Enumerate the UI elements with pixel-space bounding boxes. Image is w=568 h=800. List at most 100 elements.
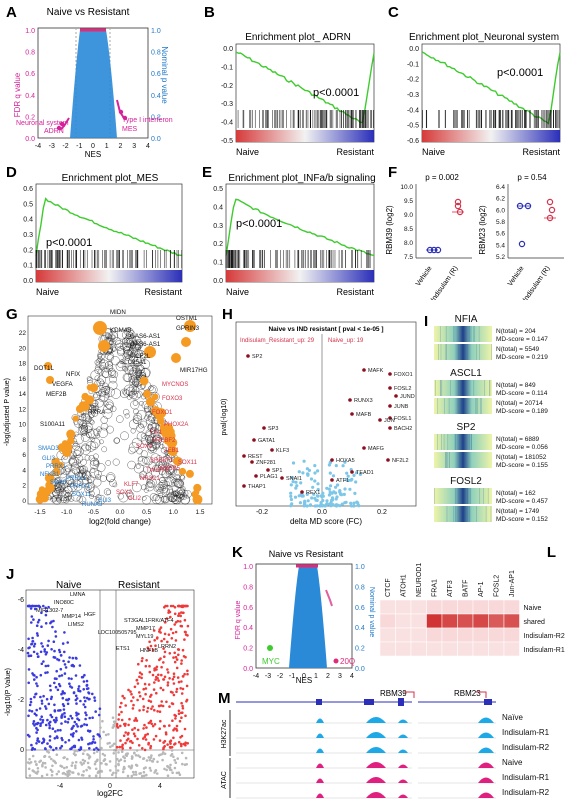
k-left-tick: 0.8	[243, 584, 253, 591]
m-peak-rbm39	[366, 762, 386, 768]
g-label-black: MEF2B	[46, 391, 67, 398]
g-cloud-point	[89, 494, 94, 499]
g-cloud-point	[89, 405, 97, 412]
j-label-left: MIR1302-7	[36, 608, 63, 614]
j-point	[165, 700, 168, 704]
j-point	[147, 756, 151, 759]
panel-d-enrichment-curve	[35, 197, 183, 257]
g-cloud-point	[76, 479, 84, 486]
g-cloud-point	[133, 408, 139, 415]
j-point	[148, 766, 152, 770]
j-point	[162, 637, 166, 641]
j-point	[52, 619, 55, 623]
j-point	[42, 660, 45, 663]
j-point	[33, 674, 36, 677]
h-tf-point	[350, 470, 354, 474]
l-heat-cell	[395, 599, 412, 615]
g-cloud-point	[100, 416, 108, 424]
g-cloud-point	[166, 465, 172, 471]
h-tf-label: MAFB	[356, 412, 372, 418]
j-point	[172, 656, 175, 659]
panel-j-frame	[25, 589, 195, 779]
h-bg-point	[309, 477, 314, 481]
panel-e-y-ticks: 0.50.40.30.20.10.0	[213, 186, 223, 285]
j-point	[180, 692, 184, 695]
j-point	[63, 672, 67, 675]
g-label-black: MIR17HG	[180, 367, 208, 374]
panel-m-gene1-exon3	[398, 698, 404, 706]
j-point	[133, 719, 136, 722]
l-col-label: FRA1	[432, 579, 439, 597]
h-tf-point	[388, 416, 392, 420]
j-point	[175, 690, 178, 693]
j-point	[63, 766, 66, 770]
panel-j-y-ticks: -6-4-20	[18, 597, 24, 754]
j-point	[169, 763, 172, 767]
j-point	[175, 666, 179, 670]
g-label-black: RXRA	[88, 409, 106, 416]
j-point	[136, 737, 139, 741]
g-cloud-point	[61, 466, 71, 476]
j-point	[173, 766, 177, 770]
g-cloud-point	[100, 422, 109, 431]
h-bg-point	[312, 492, 316, 496]
j-point	[44, 664, 48, 668]
g-highlight-point	[154, 410, 165, 421]
j-point	[158, 739, 162, 742]
g-label-black: OSTM1	[176, 315, 198, 322]
j-point	[183, 672, 186, 676]
j-point	[40, 662, 44, 666]
h-tf-label: FOSL1	[394, 416, 411, 422]
j-point	[71, 735, 75, 738]
j-point	[141, 747, 144, 750]
j-point	[82, 680, 86, 683]
h-bg-point	[313, 479, 317, 483]
i-motif-name: SP2	[457, 422, 476, 433]
j-point	[58, 650, 62, 654]
g-cloud-point	[117, 361, 124, 368]
fl-tick: 9.5	[404, 198, 413, 205]
j-point	[152, 629, 156, 632]
panel-a-right-ticks: 1.00.80.60.40.20.0	[151, 28, 161, 143]
g-cloud-point	[49, 490, 59, 500]
j-point	[38, 605, 42, 609]
panel-a-annot-neuronal: Neuronal system	[16, 120, 69, 127]
g-cloud-point	[108, 380, 118, 390]
g-label-red: PHOX2A	[164, 422, 188, 428]
g-label-black: SLC25A1	[120, 359, 147, 366]
g-cloud-point	[110, 356, 120, 366]
h-bg-point	[339, 493, 343, 497]
a-x-tick: -2	[62, 143, 68, 150]
g-cloud-point	[148, 461, 156, 470]
j-point	[180, 744, 183, 748]
l-heat-cell	[503, 627, 520, 643]
g-cloud-point	[140, 420, 147, 428]
g-highlight-point	[66, 429, 76, 439]
j-point	[184, 630, 187, 634]
j-point	[173, 612, 177, 616]
g-cloud-point	[127, 365, 133, 371]
g-cloud-point	[97, 369, 104, 376]
panel-f-right-ticks: 6.46.26.05.85.65.45.2	[496, 184, 505, 261]
i-ntotal: N(total) = 5549	[496, 346, 540, 353]
panel-k-pvalue-cloud	[289, 566, 327, 668]
j-point	[27, 668, 31, 671]
g-cloud-point	[83, 414, 91, 422]
j-point	[158, 710, 162, 713]
g-x-tick: 0.5	[142, 509, 151, 516]
j-point	[63, 631, 66, 634]
j-point	[75, 711, 78, 715]
panel-h-frame	[235, 321, 417, 507]
j-point	[128, 717, 131, 721]
j-point	[179, 687, 182, 690]
j-point	[160, 665, 163, 669]
j-point	[64, 720, 67, 723]
g-cloud-point	[50, 495, 57, 503]
fr-tick: 5.4	[496, 242, 505, 249]
panel-d-title: Enrichment plot_MES	[62, 173, 159, 184]
g-y-tick: 14	[19, 391, 27, 398]
j-point	[159, 626, 163, 629]
j-point	[88, 730, 91, 733]
j-point	[44, 707, 48, 710]
